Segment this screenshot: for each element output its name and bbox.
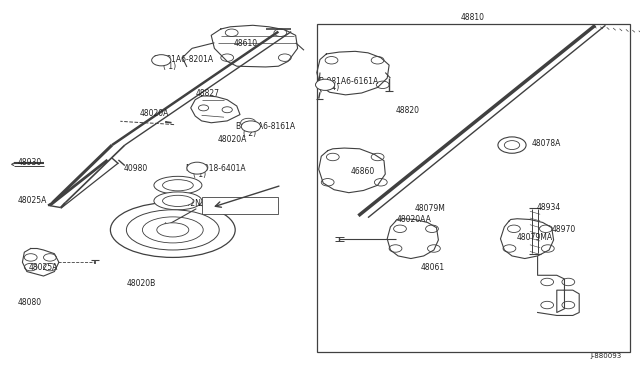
Text: 48020B: 48020B	[127, 279, 156, 288]
Ellipse shape	[111, 202, 236, 257]
Ellipse shape	[127, 210, 219, 250]
Text: B: B	[159, 58, 163, 63]
Text: 48934: 48934	[536, 203, 561, 212]
Ellipse shape	[157, 223, 189, 237]
Text: J-880093: J-880093	[591, 353, 622, 359]
Text: 40980: 40980	[124, 164, 148, 173]
Text: ( 1): ( 1)	[193, 170, 207, 179]
Circle shape	[241, 121, 260, 132]
Text: ( 2): ( 2)	[243, 129, 257, 138]
Text: 48020A: 48020A	[140, 109, 169, 118]
Text: 48025A: 48025A	[18, 196, 47, 205]
Text: N 00918-6401A: N 00918-6401A	[186, 164, 245, 173]
Bar	[202, 197, 278, 214]
Text: ( 4): ( 4)	[326, 83, 340, 92]
Circle shape	[316, 79, 335, 90]
Ellipse shape	[163, 195, 193, 206]
Text: B: B	[323, 82, 327, 87]
Text: 48610: 48610	[234, 39, 258, 48]
Text: 48061: 48061	[421, 263, 445, 272]
Text: 48020A: 48020A	[218, 135, 247, 144]
Text: 48020AA: 48020AA	[397, 215, 431, 224]
Ellipse shape	[143, 217, 204, 243]
Text: 48080: 48080	[18, 298, 42, 307]
Text: 46860: 46860	[351, 167, 375, 176]
Text: B: B	[249, 124, 253, 129]
Text: 48820: 48820	[396, 106, 420, 115]
Text: 48930: 48930	[18, 158, 42, 167]
Text: 48810: 48810	[461, 13, 485, 22]
Text: 48079MA: 48079MA	[517, 233, 553, 242]
Text: B 081A6-8201A: B 081A6-8201A	[154, 55, 212, 64]
Circle shape	[187, 162, 207, 174]
Ellipse shape	[154, 192, 202, 210]
Text: B 081A6-6161A: B 081A6-6161A	[319, 77, 378, 86]
Bar	[317, 24, 630, 352]
Text: 48079M: 48079M	[415, 204, 445, 213]
Text: 48078A: 48078A	[531, 139, 561, 148]
Text: 48025A: 48025A	[28, 263, 58, 272]
Text: ( 1): ( 1)	[163, 62, 176, 71]
Text: 48342N: 48342N	[172, 199, 202, 208]
Circle shape	[152, 55, 171, 66]
Text: 48827: 48827	[195, 89, 219, 98]
Text: N: N	[195, 166, 200, 171]
Text: 48970: 48970	[552, 225, 576, 234]
Ellipse shape	[163, 180, 193, 191]
Ellipse shape	[154, 176, 202, 194]
Text: B 081A6-8161A: B 081A6-8161A	[236, 122, 294, 131]
